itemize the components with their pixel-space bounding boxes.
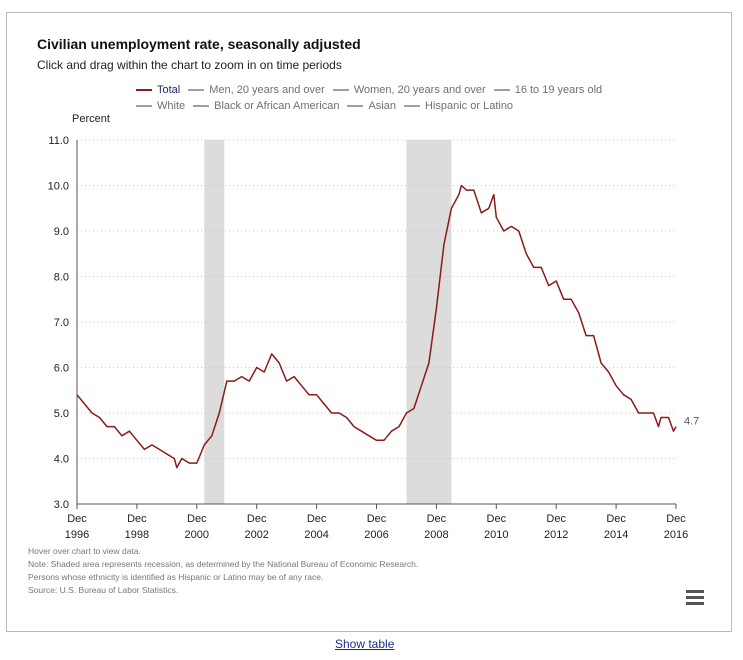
x-tick-label-year: 2016 <box>664 529 688 541</box>
legend-item[interactable]: Black or African American <box>193 100 339 112</box>
legend-row-1: Total Men, 20 years and over Women, 20 yea… <box>136 82 610 96</box>
x-tick-label-year: 1996 <box>65 529 89 541</box>
legend-item[interactable]: Hispanic or Latino <box>404 100 513 112</box>
x-tick-label-month: Dec <box>187 513 207 525</box>
x-tick-label-month: Dec <box>666 513 686 525</box>
series-line-total[interactable] <box>76 184 677 469</box>
y-tick-label: 8.0 <box>54 272 69 284</box>
legend-label: 16 to 19 years old <box>514 84 603 96</box>
legend-label: Hispanic or Latino <box>425 100 514 112</box>
x-tick-label-year: 2004 <box>304 529 328 541</box>
legend-swatch <box>136 89 152 91</box>
legend-label: Black or African American <box>214 100 340 112</box>
x-tick-label-month: Dec <box>427 513 447 525</box>
show-table-link[interactable]: Show table <box>335 637 395 651</box>
y-tick-label: 6.0 <box>54 363 69 375</box>
hamburger-menu-icon[interactable] <box>686 590 704 606</box>
note-line: Hover over chart to view data. <box>28 546 141 556</box>
x-tick-label-year: 2000 <box>185 529 209 541</box>
y-tick-label: 3.0 <box>54 499 69 511</box>
legend-swatch <box>332 89 349 91</box>
legend-row-2: White Black or African American Asian Hispa… <box>136 98 521 112</box>
x-tick-label-year: 2012 <box>544 529 568 541</box>
legend-swatch <box>188 89 205 91</box>
x-tick-label-year: 2008 <box>424 529 448 541</box>
y-tick-label: 7.0 <box>54 317 69 329</box>
x-tick-label-month: Dec <box>247 513 267 525</box>
legend-swatch <box>493 89 510 91</box>
legend-item[interactable]: Women, 20 years and over <box>332 84 486 96</box>
x-tick-label-year: 1998 <box>125 529 149 541</box>
y-tick-label: 4.0 <box>54 454 69 466</box>
legend-item[interactable]: Total <box>136 84 180 96</box>
x-tick-label-month: Dec <box>67 513 87 525</box>
y-tick-label: 10.0 <box>48 181 69 193</box>
y-tick-label: 11.0 <box>48 135 69 147</box>
x-tick-label-month: Dec <box>307 513 327 525</box>
note-line: Persons whose ethnicity is identified as… <box>28 572 324 582</box>
end-value-label: 4.7 <box>684 416 699 428</box>
x-tick-label-year: 2006 <box>364 529 388 541</box>
note-line: Source: U.S. Bureau of Labor Statistics. <box>28 585 179 595</box>
chart-notes: Hover over chart to view data. Note: Shad… <box>28 545 418 597</box>
chart-subtitle: Click and drag within the chart to zoom … <box>37 58 342 72</box>
legend-item[interactable]: Men, 20 years and over <box>188 84 325 96</box>
legend-swatch <box>404 105 420 107</box>
x-tick-label-month: Dec <box>127 513 147 525</box>
legend-item[interactable]: 16 to 19 years old <box>493 84 603 96</box>
legend-label: Women, 20 years and over <box>353 84 486 96</box>
y-axis-label: Percent <box>72 113 110 125</box>
legend-item[interactable]: Asian <box>347 100 396 112</box>
x-tick-label-month: Dec <box>487 513 507 525</box>
legend-swatch <box>347 105 364 107</box>
x-tick-label-month: Dec <box>606 513 626 525</box>
legend-item[interactable]: White <box>136 100 185 112</box>
note-line: Note: Shaded area represents recession, … <box>28 559 419 569</box>
x-tick-label-year: 2002 <box>244 529 268 541</box>
legend-label: Asian <box>368 100 396 112</box>
y-tick-label: 5.0 <box>54 408 69 420</box>
chart-title: Civilian unemployment rate, seasonally a… <box>37 36 361 52</box>
x-tick-label-month: Dec <box>546 513 566 525</box>
x-tick-label-month: Dec <box>367 513 387 525</box>
legend-swatch <box>193 105 210 107</box>
x-tick-label-year: 2010 <box>484 529 508 541</box>
legend-swatch <box>136 105 152 107</box>
legend-label: Men, 20 years and over <box>209 84 325 96</box>
legend-label: Total <box>157 84 181 96</box>
legend-label: White <box>157 100 186 112</box>
y-tick-label: 9.0 <box>54 226 69 238</box>
x-tick-label-year: 2014 <box>604 529 628 541</box>
